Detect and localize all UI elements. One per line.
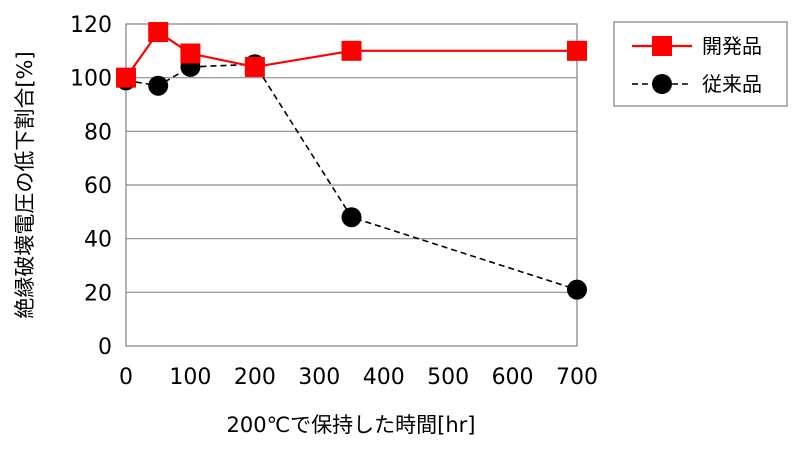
- y-axis-title: 絶縁破壊電圧の低下割合[%]: [13, 51, 37, 318]
- legend-label: 開発品: [702, 34, 762, 58]
- y-tick-label: 80: [84, 120, 112, 145]
- y-tick-label: 0: [98, 335, 112, 360]
- data-point-square: [341, 40, 362, 61]
- x-tick-label: 0: [119, 365, 133, 390]
- x-tick-label: 600: [492, 365, 534, 390]
- y-tick-label: 100: [70, 67, 112, 92]
- x-tick-label: 200: [234, 365, 276, 390]
- legend-marker-square: [652, 36, 672, 56]
- data-point-circle: [148, 75, 169, 96]
- x-tick-label: 700: [556, 365, 598, 390]
- data-point-square: [116, 67, 136, 88]
- x-tick-label: 400: [363, 365, 405, 390]
- data-point-square: [567, 40, 587, 61]
- x-tick-label: 100: [169, 365, 211, 390]
- series-lines: [116, 22, 587, 300]
- x-tick-label: 300: [298, 365, 340, 390]
- data-point-circle: [341, 207, 362, 228]
- legend-marker-circle: [652, 74, 672, 94]
- y-tick-label: 120: [70, 13, 112, 38]
- series-line-conventional: [125, 63, 578, 291]
- tick-labels: 0 20 40 60 80 100 120 0 100 200 300 400 500 600 700: [70, 13, 598, 390]
- y-tick-label: 20: [84, 281, 112, 306]
- x-tick-label: 500: [427, 365, 469, 390]
- gridlines: [126, 77, 577, 293]
- x-axis-title: 200℃で保持した時間[hr]: [227, 413, 476, 437]
- data-point-circle: [567, 279, 587, 300]
- legend-box: [613, 21, 788, 107]
- y-tick-label: 60: [84, 174, 112, 199]
- data-point-square: [180, 43, 201, 64]
- data-point-square: [244, 56, 265, 77]
- plot-frame: [125, 23, 578, 347]
- legend-label: 従来品: [702, 72, 762, 96]
- y-tick-label: 40: [84, 228, 112, 253]
- data-point-square: [148, 22, 169, 43]
